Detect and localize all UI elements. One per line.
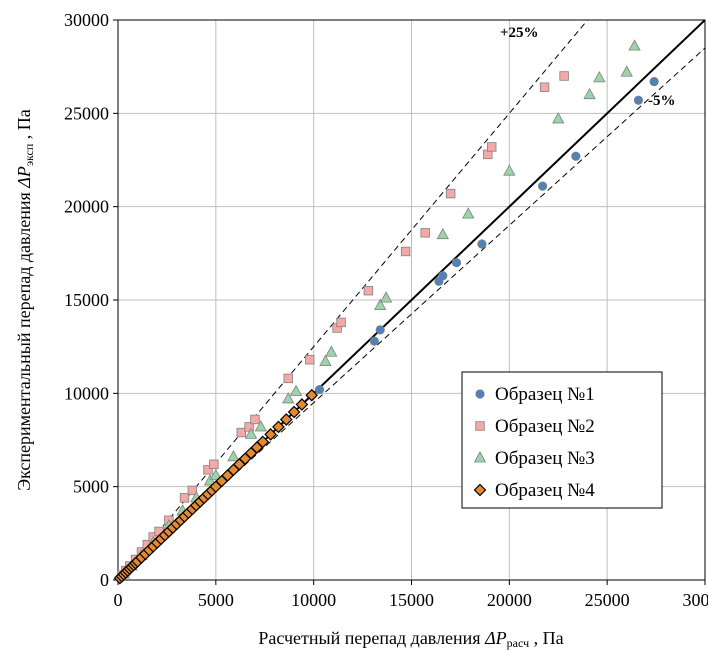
- data-point: [256, 435, 270, 449]
- data-point: [649, 77, 659, 87]
- data-point: [451, 258, 462, 268]
- y-tick-label: 10000: [64, 383, 109, 403]
- data-point: [264, 428, 277, 441]
- x-axis-title: Расчетный перепад давления ΔPрасч , Па: [258, 628, 563, 650]
- data-point: [583, 87, 596, 100]
- x-tick-label: 5000: [198, 590, 234, 610]
- data-point: [438, 271, 448, 281]
- legend-item-1: Образец №1: [475, 384, 595, 405]
- legend-item-4: Образец №4: [473, 480, 595, 501]
- data-point: [420, 228, 430, 238]
- data-point: [477, 239, 487, 249]
- data-point: [289, 384, 303, 396]
- legend-marker: [475, 421, 485, 431]
- legend-marker: [473, 451, 487, 463]
- y-tick-label: 5000: [73, 477, 109, 497]
- data-point: [254, 420, 268, 432]
- data-point: [363, 285, 374, 296]
- y-tick-label: 0: [100, 570, 109, 590]
- plus25-label: +25%: [500, 25, 539, 41]
- legend-item-2: Образец №2: [475, 416, 595, 437]
- data-point: [179, 493, 190, 503]
- data-point: [272, 420, 285, 434]
- data-point: [305, 355, 315, 365]
- data-point: [295, 398, 309, 411]
- data-point: [620, 65, 633, 77]
- y-tick-label: 15000: [64, 290, 109, 310]
- data-point: [559, 71, 569, 81]
- y-tick-label: 20000: [64, 197, 109, 217]
- minus5-label: -5%: [648, 93, 676, 109]
- data-point: [209, 468, 223, 480]
- x-axis-ticks: 0 5000 10000 15000 20000 25000 30000: [114, 580, 708, 610]
- data-point: [593, 71, 606, 83]
- data-point: [279, 413, 293, 426]
- x-tick-label: 25000: [585, 590, 630, 610]
- data-point: [487, 142, 497, 152]
- series-4: [113, 388, 319, 585]
- data-point: [552, 112, 565, 124]
- y-axis-title: Экспериментальный перепад давления ΔPэкс…: [14, 109, 36, 491]
- legend-box: [461, 371, 663, 509]
- x-tick-label: 10000: [291, 590, 336, 610]
- data-point: [379, 291, 393, 303]
- data-point: [305, 388, 319, 402]
- data-point: [244, 427, 258, 439]
- data-point: [283, 373, 293, 384]
- y-tick-label: 25000: [64, 103, 109, 123]
- data-point: [236, 427, 246, 438]
- data-point: [319, 354, 332, 367]
- data-point: [436, 227, 449, 240]
- legend-marker: [473, 483, 487, 497]
- data-point: [571, 151, 581, 161]
- legend: Образец №1 Образец №2 Образец №3 Образец №4: [461, 371, 663, 509]
- data-point: [209, 459, 219, 469]
- legend-label: Образец №4: [495, 480, 595, 501]
- data-point: [282, 392, 295, 404]
- data-point: [503, 164, 516, 176]
- data-point: [325, 345, 338, 357]
- data-point: [314, 384, 325, 395]
- data-point: [539, 82, 550, 92]
- data-point: [227, 449, 240, 462]
- data-point: [445, 188, 456, 199]
- y-tick-label: 30000: [64, 10, 109, 30]
- data-point: [336, 317, 346, 328]
- data-point: [369, 336, 379, 346]
- legend-label: Образец №3: [495, 448, 595, 469]
- x-tick-label: 30000: [683, 590, 708, 610]
- data-point: [287, 405, 301, 419]
- data-point: [628, 39, 641, 51]
- data-point: [374, 298, 387, 311]
- data-point: [633, 95, 644, 105]
- data-point: [375, 325, 385, 335]
- legend-label: Образец №2: [495, 416, 595, 437]
- data-point: [400, 246, 411, 257]
- data-point: [462, 207, 475, 219]
- x-tick-label: 0: [114, 590, 123, 610]
- data-point: [537, 181, 548, 191]
- legend-label: Образец №1: [495, 384, 595, 405]
- legend-marker: [475, 389, 485, 399]
- x-tick-label: 20000: [487, 590, 532, 610]
- data-point: [203, 465, 213, 475]
- data-point: [203, 474, 217, 486]
- data-points: [113, 39, 659, 585]
- x-tick-label: 15000: [389, 590, 434, 610]
- data-point: [250, 414, 260, 425]
- legend-item-3: Образец №3: [473, 448, 595, 469]
- data-point: [187, 485, 198, 496]
- y-axis-ticks: 0 5000 10000 15000 20000 25000 30000: [64, 10, 118, 590]
